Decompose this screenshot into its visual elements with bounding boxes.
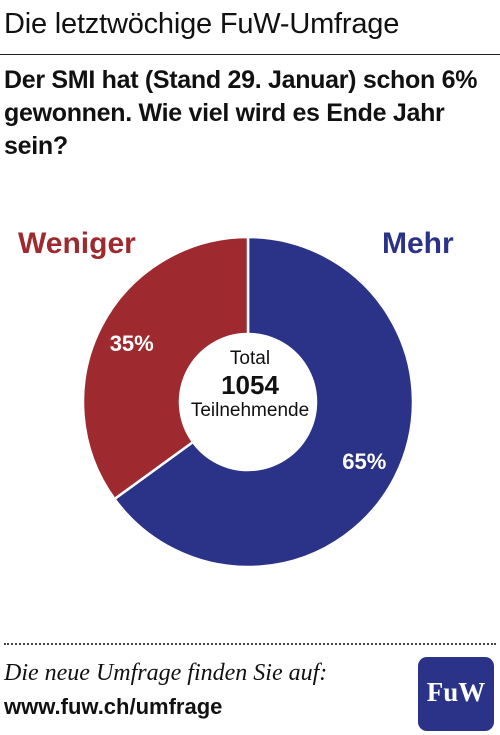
question-text: Der SMI hat (Stand 29. Januar) schon 6% … [4, 66, 478, 160]
slice-weniger [81, 235, 250, 501]
donut-svg: 65% 35% [81, 235, 415, 569]
center-label-total: Total [229, 348, 271, 369]
center-label-count: 1054 [221, 370, 279, 400]
center-label: Total 1054 Teilnehmende [180, 348, 320, 422]
value-label-mehr: 65% [342, 449, 386, 474]
center-label-participants: Teilnehmende [190, 400, 310, 421]
footer-text: Die neue Umfrage finden Sie auf: [4, 660, 328, 686]
dotted-divider [4, 643, 496, 645]
fuw-logo: FuW [418, 657, 494, 731]
footer-link[interactable]: www.fuw.ch/umfrage [4, 694, 223, 719]
header-divider [0, 54, 500, 55]
donut-chart: 65% 35% Weniger Mehr Total 1054 Teilnehme… [0, 215, 500, 600]
legend-weniger: Weniger [18, 227, 136, 260]
fuw-logo-text: FuW [426, 677, 486, 707]
header-title: Die letztwöchige FuW-Umfrage [4, 8, 400, 40]
slice-mehr [112, 235, 415, 569]
legend-mehr: Mehr [382, 227, 454, 260]
value-label-weniger: 35% [110, 331, 154, 356]
